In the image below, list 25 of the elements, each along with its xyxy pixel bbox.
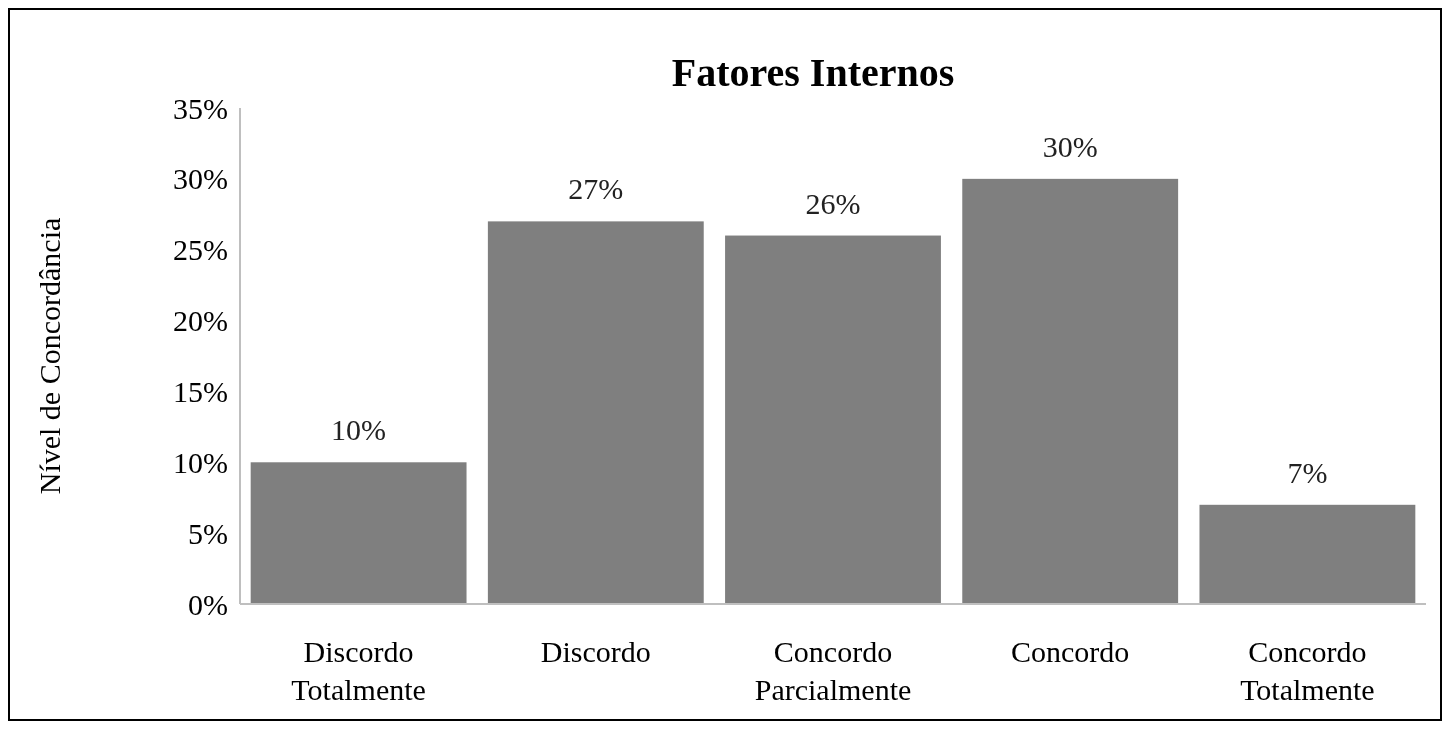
x-tick-label: Discordo [540,635,651,668]
chart-title: Fatores Internos [671,50,955,95]
bar [487,221,704,604]
y-tick-label: 30% [173,162,228,196]
y-axis-title: Nível de Concordância [33,217,66,495]
y-tick-label: 5% [188,516,228,550]
data-label: 26% [805,186,861,220]
y-tick-label: 0% [188,587,228,621]
bar [725,235,941,604]
y-tick-label: 15% [173,374,228,408]
data-label: 30% [1042,129,1098,163]
bar [250,462,467,604]
y-tick-label: 25% [173,233,228,267]
x-tick-label: Concordo Parcialmente [754,635,912,706]
data-label: 10% [331,413,387,447]
y-tick-label: 10% [173,445,228,479]
data-label: 7% [1287,455,1328,489]
bar [962,178,1179,604]
x-tick-label: Concordo [1011,635,1130,668]
y-tick-label: 20% [173,304,228,338]
y-tick-label: 35% [173,91,228,125]
bar [1199,504,1416,604]
data-label: 27% [568,172,624,206]
x-tick-label: Concordo Totalmente [1240,635,1375,706]
x-tick-label: Discordo Totalmente [291,635,426,706]
